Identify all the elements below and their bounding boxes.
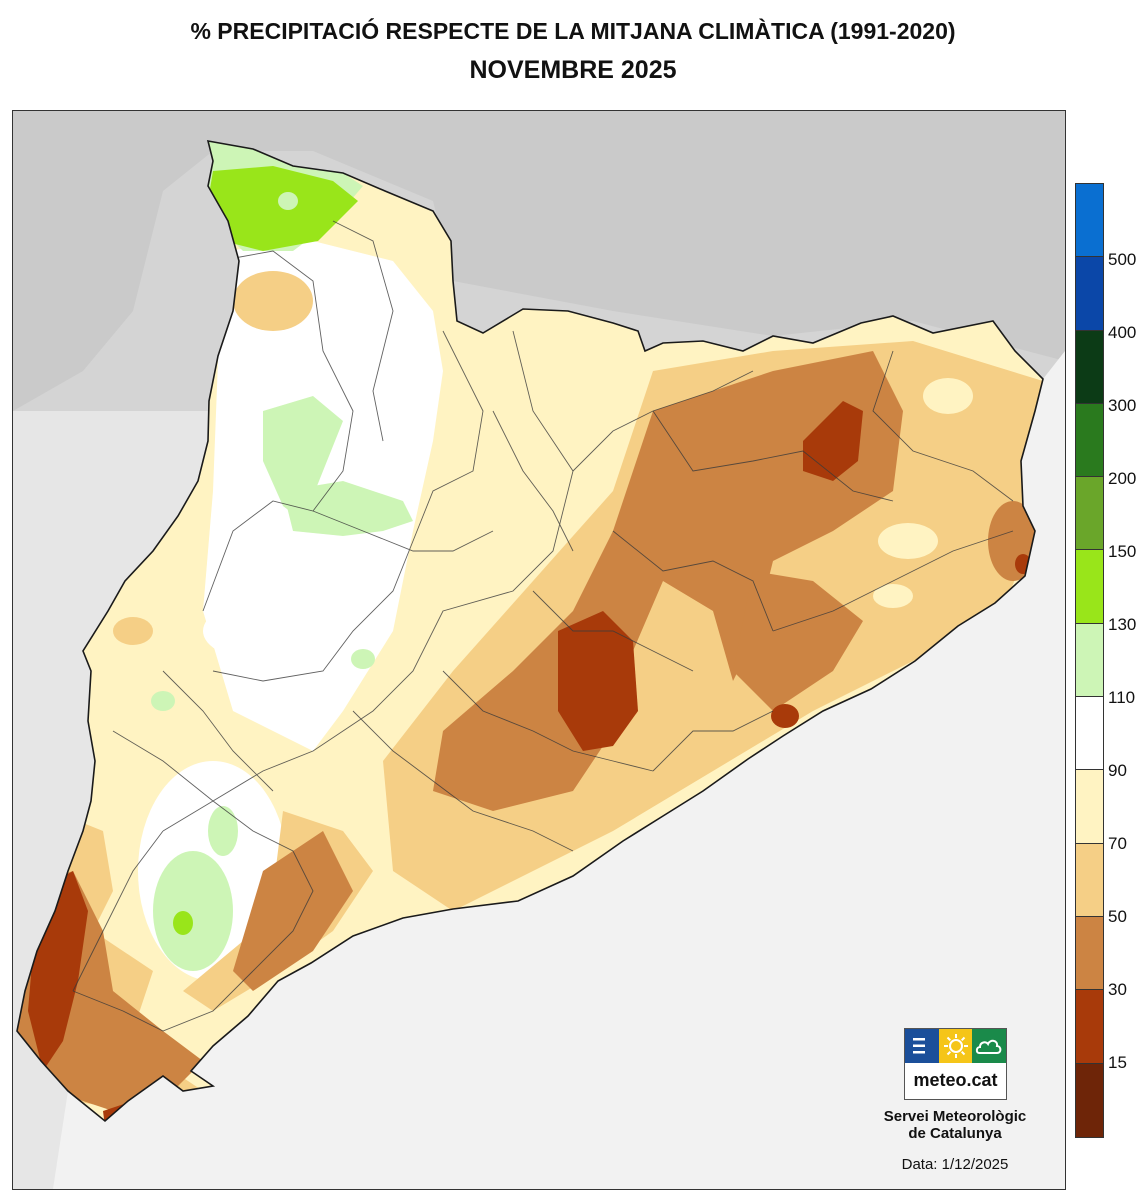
map-subtitle: NOVEMBRE 2025 xyxy=(469,56,677,84)
legend-swatch xyxy=(1076,257,1103,331)
legend-tick-label: 50 xyxy=(1108,907,1127,926)
comarca-borders xyxy=(72,220,1014,1032)
logo-text: meteo.cat xyxy=(913,1070,998,1090)
legend-tick-label: 15 xyxy=(1108,1053,1127,1072)
sea xyxy=(53,351,1065,1189)
meteocat-logo: meteo.cat xyxy=(904,1028,1007,1100)
legend-swatch xyxy=(1076,843,1103,917)
legend-swatch xyxy=(1076,477,1103,551)
cloud-icon xyxy=(972,1029,1007,1063)
legend-swatch xyxy=(1076,1063,1103,1137)
legend-swatch xyxy=(1076,916,1103,991)
organization-line: Servei Meteorològic xyxy=(883,1108,1027,1125)
legend-tick-label: 30 xyxy=(1108,980,1127,999)
sun-icon xyxy=(938,1029,973,1063)
legend-swatch xyxy=(1076,550,1103,624)
legend-swatch xyxy=(1076,697,1103,771)
legend-tick-label: 130 xyxy=(1108,615,1137,634)
legend-swatch xyxy=(1076,403,1103,478)
legend-tick-label: 150 xyxy=(1108,542,1137,561)
legend-tick-label: 110 xyxy=(1108,688,1136,707)
legend-tick-label: 200 xyxy=(1108,469,1137,488)
legend-swatch xyxy=(1076,623,1103,698)
legend-tick-label: 300 xyxy=(1108,396,1137,415)
organization-line: de Catalunya xyxy=(908,1125,1002,1142)
legend-colorbar xyxy=(1075,183,1104,1138)
map-frame xyxy=(12,110,1066,1190)
legend-tick-label: 400 xyxy=(1108,323,1137,342)
legend-swatch xyxy=(1076,184,1103,258)
legend-swatch xyxy=(1076,770,1103,844)
organization-name: Servei Meteorològic de Catalunya xyxy=(860,1108,1050,1142)
legend-tick-label: 90 xyxy=(1108,761,1127,780)
legend-swatch xyxy=(1076,330,1103,404)
precipitation-map xyxy=(13,111,1065,1189)
legend-swatch xyxy=(1076,990,1103,1064)
legend-tick-label: 70 xyxy=(1108,834,1127,853)
bars-icon xyxy=(905,1029,939,1063)
date-label: Data: 1/12/2025 xyxy=(901,1156,1009,1173)
legend-tick-label: 500 xyxy=(1108,250,1137,269)
map-title: % PRECIPITACIÓ RESPECTE DE LA MITJANA CL… xyxy=(190,18,956,44)
